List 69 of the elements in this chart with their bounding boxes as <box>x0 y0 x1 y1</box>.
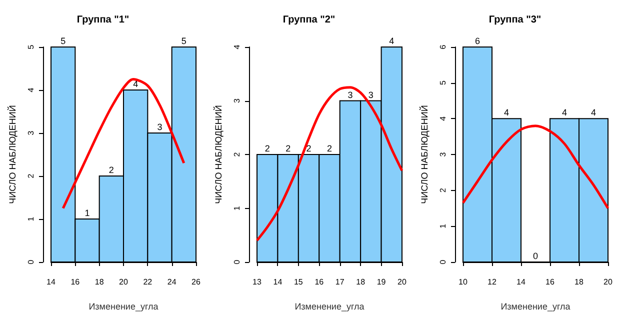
y-tick-label: 3 <box>26 130 36 136</box>
data-label: 5 <box>181 36 186 46</box>
x-tick-label: 14 <box>46 278 56 286</box>
y-tick-label: 5 <box>26 44 36 50</box>
chart-title: Группа "1" <box>76 14 130 26</box>
line-series <box>62 78 186 210</box>
x-axis-title: Изменение_угла <box>294 302 364 312</box>
y-tick-label: 0 <box>438 259 448 264</box>
x-tick-label: 20 <box>604 278 613 286</box>
chart-title: Группа "3" <box>488 14 542 26</box>
y-tick-label: 1 <box>26 216 36 222</box>
data-label: 1 <box>84 208 90 218</box>
y-tick-label: 0 <box>232 259 242 264</box>
y-tick-label: 2 <box>26 173 36 178</box>
x-tick-label: 16 <box>546 278 555 286</box>
y-axis-title: ЧИСЛО НАБЛЮДЕНИЙ <box>418 105 430 204</box>
y-tick-label: 6 <box>438 44 448 50</box>
x-tick-label: 18 <box>574 278 584 286</box>
y-tick-label: 4 <box>232 44 242 50</box>
y-tick-label: 4 <box>438 116 448 121</box>
data-label: 3 <box>157 122 162 132</box>
x-tick-label: 20 <box>398 278 407 286</box>
x-tick-label: 22 <box>143 278 153 286</box>
data-label: 0 <box>532 251 538 261</box>
y-tick-label: 3 <box>438 152 448 157</box>
y-tick-label: 2 <box>232 152 242 157</box>
data-label: 2 <box>306 144 312 154</box>
y-tick-label: 1 <box>438 223 448 228</box>
y-tick-label: 4 <box>26 87 36 92</box>
data-label: 2 <box>108 165 114 175</box>
x-axis-title: Изменение_угла <box>88 302 158 312</box>
x-tick-label: 19 <box>376 278 386 286</box>
data-label: 4 <box>590 108 596 118</box>
x-tick-label: 13 <box>252 278 262 286</box>
data-label: 4 <box>389 36 394 46</box>
data-label: 6 <box>474 36 480 46</box>
x-tick-label: 24 <box>167 278 177 286</box>
x-tick-label: 16 <box>314 278 324 286</box>
x-tick-label: 20 <box>119 278 128 286</box>
line-series <box>256 86 404 242</box>
x-axis-title: Изменение_угла <box>500 302 570 312</box>
data-label: 3 <box>348 90 353 100</box>
y-tick-label: 3 <box>232 98 242 103</box>
x-tick-label: 26 <box>192 278 201 286</box>
y-tick-label: 1 <box>232 205 242 210</box>
y-tick-label: 5 <box>438 80 448 86</box>
x-tick-label: 16 <box>70 278 80 286</box>
y-axis-title: ЧИСЛО НАБЛЮДЕНИЙ <box>6 105 18 204</box>
x-tick-label: 18 <box>356 278 366 286</box>
x-tick-label: 14 <box>516 278 526 286</box>
data-label: 4 <box>504 108 510 118</box>
x-tick-label: 17 <box>335 278 345 286</box>
data-label: 5 <box>60 36 66 46</box>
data-label: 2 <box>264 144 270 154</box>
data-label: 2 <box>286 144 291 154</box>
x-tick-label: 14 <box>273 278 283 286</box>
line-series <box>462 124 610 210</box>
x-tick-label: 10 <box>458 278 468 286</box>
y-tick-label: 2 <box>438 188 448 193</box>
x-tick-label: 12 <box>488 278 497 286</box>
x-tick-label: 18 <box>94 278 104 286</box>
data-label: 3 <box>368 90 374 100</box>
y-axis-title: ЧИСЛО НАБЛЮДЕНИЙ <box>212 105 224 204</box>
data-label: 4 <box>562 108 568 118</box>
y-tick-label: 0 <box>26 259 36 264</box>
data-label: 2 <box>326 144 332 154</box>
data-label: 4 <box>133 79 138 89</box>
chart-title: Группа "2" <box>282 14 336 26</box>
x-tick-label: 15 <box>294 278 304 286</box>
